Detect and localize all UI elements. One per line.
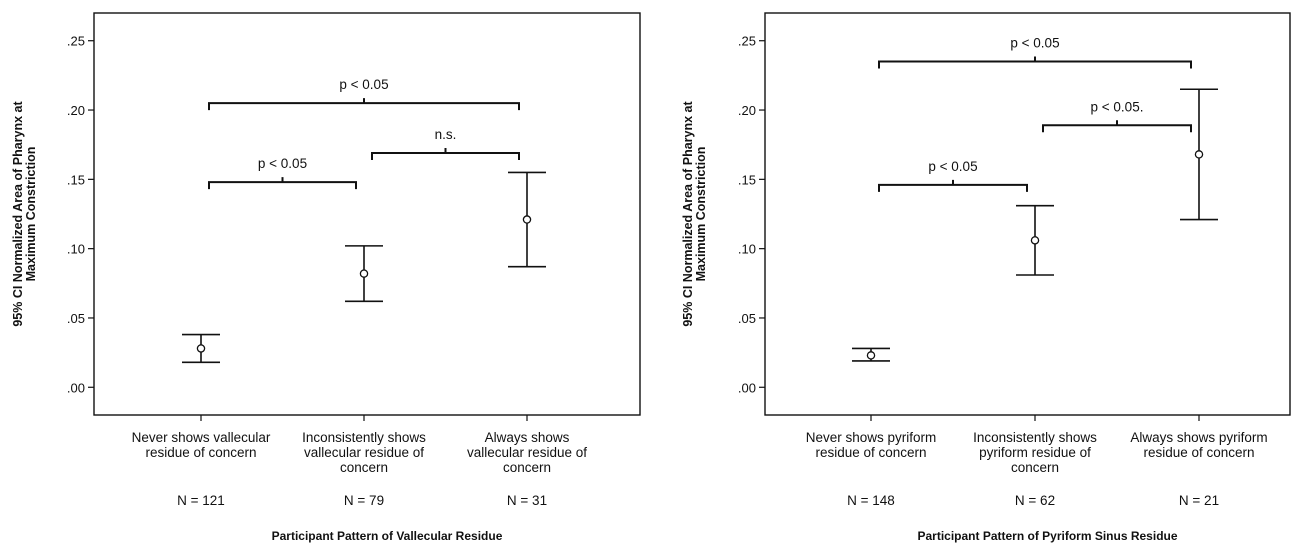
category-label: Inconsistently shows xyxy=(973,430,1097,445)
category-label: Always shows pyriform xyxy=(1130,430,1267,445)
y-tick-label: .20 xyxy=(738,103,756,118)
bracket-label: p < 0.05. xyxy=(1091,99,1144,114)
category-label: vallecular residue of xyxy=(304,445,424,460)
y-axis-label-line: Maximum Constriction xyxy=(694,147,708,282)
y-tick-label: .10 xyxy=(67,242,85,257)
y-tick-label: .05 xyxy=(67,311,85,326)
plot-frame xyxy=(93,12,641,416)
category-label: Never shows pyriform xyxy=(806,430,937,445)
category-label: residue of concern xyxy=(1143,445,1254,460)
y-axis-label: 95% CI Normalized Area of Pharynx atMaxi… xyxy=(681,101,708,327)
bracket-label: n.s. xyxy=(435,127,457,142)
n-label: N = 121 xyxy=(177,493,225,508)
n-label: N = 148 xyxy=(847,493,895,508)
x-axis-label: Participant Pattern of Pyriform Sinus Re… xyxy=(917,529,1177,543)
bracket-line xyxy=(371,148,520,161)
significance-bracket: p < 0.05 xyxy=(878,36,1192,69)
error-bar xyxy=(1016,204,1054,276)
y-axis-label: 95% CI Normalized Area of Pharynx atMaxi… xyxy=(11,101,38,327)
error-bar xyxy=(182,333,220,364)
mean-point xyxy=(866,351,876,360)
y-tick-label: .10 xyxy=(738,242,756,257)
error-bar xyxy=(345,245,383,303)
bracket-line xyxy=(1042,120,1192,133)
significance-bracket: n.s. xyxy=(371,127,520,161)
category-label: concern xyxy=(503,460,551,475)
n-label: N = 79 xyxy=(344,493,384,508)
bracket-label: p < 0.05 xyxy=(928,159,977,174)
mean-point xyxy=(522,215,532,224)
significance-bracket: p < 0.05 xyxy=(878,159,1028,192)
n-label: N = 31 xyxy=(507,493,547,508)
significance-bracket: p < 0.05. xyxy=(1042,99,1192,133)
n-label: N = 21 xyxy=(1179,493,1219,508)
chart-panel-2: .00 .05 .10 .15 .20 .25 95% CI Normalized Area… xyxy=(681,12,1291,543)
category-label: Inconsistently shows xyxy=(302,430,426,445)
mean-point xyxy=(1194,150,1204,159)
error-bar xyxy=(508,171,546,268)
y-tick-label: .25 xyxy=(67,34,85,49)
y-tick-label: .00 xyxy=(738,380,756,395)
plot-frame xyxy=(764,12,1291,416)
category-label: Always shows xyxy=(485,430,570,445)
y-tick-label: .15 xyxy=(738,172,756,187)
bracket-line xyxy=(208,98,520,111)
significance-bracket: p < 0.05 xyxy=(208,156,357,190)
mean-point xyxy=(196,344,206,353)
category-label: residue of concern xyxy=(815,445,926,460)
y-tick-label: .25 xyxy=(738,34,756,49)
category-label: concern xyxy=(1011,460,1059,475)
y-axis-label-line: 95% CI Normalized Area of Pharynx at xyxy=(11,101,25,327)
y-axis-label-line: Maximum Constriction xyxy=(24,147,38,282)
bracket-line xyxy=(878,56,1192,69)
n-label: N = 62 xyxy=(1015,493,1055,508)
error-bar xyxy=(852,347,890,362)
x-axis-label: Participant Pattern of Vallecular Residu… xyxy=(272,529,503,543)
category-label: concern xyxy=(340,460,388,475)
mean-point xyxy=(359,269,369,278)
bracket-line xyxy=(878,179,1028,192)
bracket-label: p < 0.05 xyxy=(339,77,388,92)
y-tick-label: .05 xyxy=(738,311,756,326)
bracket-label: p < 0.05 xyxy=(258,156,307,171)
category-label: Never shows vallecular xyxy=(132,430,271,445)
mean-point xyxy=(1030,236,1040,245)
category-label: pyriform residue of xyxy=(979,445,1091,460)
bracket-line xyxy=(208,177,357,190)
error-bar xyxy=(1180,88,1218,221)
y-axis-label-line: 95% CI Normalized Area of Pharynx at xyxy=(681,101,695,327)
bracket-label: p < 0.05 xyxy=(1010,36,1059,51)
category-label: vallecular residue of xyxy=(467,445,587,460)
chart-panel-1: .00 .05 .10 .15 .20 .25 95% CI Normalized Area… xyxy=(11,12,641,543)
category-label: residue of concern xyxy=(145,445,256,460)
significance-bracket: p < 0.05 xyxy=(208,77,520,111)
y-tick-label: .15 xyxy=(67,172,85,187)
y-tick-label: .20 xyxy=(67,103,85,118)
y-tick-label: .00 xyxy=(67,380,85,395)
